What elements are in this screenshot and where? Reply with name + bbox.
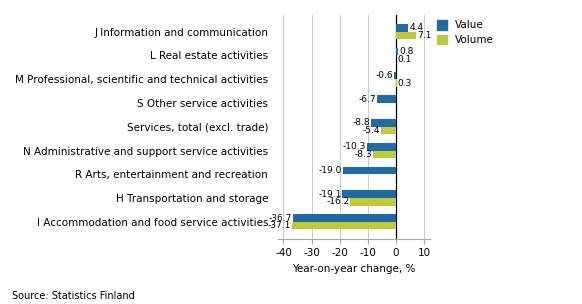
Text: -0.6: -0.6 bbox=[376, 71, 393, 80]
Text: -19.1: -19.1 bbox=[318, 190, 342, 199]
Bar bbox=[381, 127, 396, 134]
Text: 4.4: 4.4 bbox=[409, 23, 423, 32]
Bar bbox=[396, 48, 398, 55]
Bar bbox=[372, 150, 396, 158]
Text: -37.1: -37.1 bbox=[267, 221, 291, 230]
Text: 0.1: 0.1 bbox=[397, 55, 411, 64]
Text: -36.7: -36.7 bbox=[268, 214, 292, 223]
Text: -10.3: -10.3 bbox=[343, 142, 366, 151]
Bar bbox=[396, 24, 409, 32]
Text: 0.8: 0.8 bbox=[399, 47, 414, 56]
Text: -5.4: -5.4 bbox=[363, 126, 380, 135]
Bar bbox=[396, 79, 397, 87]
Legend: Value, Volume: Value, Volume bbox=[436, 20, 494, 45]
Bar bbox=[396, 32, 416, 39]
Bar bbox=[377, 95, 396, 103]
Text: 7.1: 7.1 bbox=[417, 31, 431, 40]
Text: -8.8: -8.8 bbox=[353, 119, 370, 127]
Bar bbox=[342, 191, 396, 198]
Text: -6.7: -6.7 bbox=[359, 95, 377, 104]
Bar bbox=[367, 143, 396, 150]
Text: 0.3: 0.3 bbox=[398, 78, 412, 88]
Text: -8.3: -8.3 bbox=[354, 150, 372, 159]
Bar bbox=[292, 222, 396, 230]
Bar bbox=[293, 214, 396, 222]
Bar bbox=[350, 198, 396, 206]
Bar bbox=[343, 167, 396, 174]
Bar bbox=[395, 72, 396, 79]
Text: -19.0: -19.0 bbox=[318, 166, 342, 175]
Text: -16.2: -16.2 bbox=[327, 197, 350, 206]
X-axis label: Year-on-year change, %: Year-on-year change, % bbox=[292, 264, 416, 274]
Text: Source: Statistics Finland: Source: Statistics Finland bbox=[12, 291, 134, 301]
Bar bbox=[371, 119, 396, 127]
